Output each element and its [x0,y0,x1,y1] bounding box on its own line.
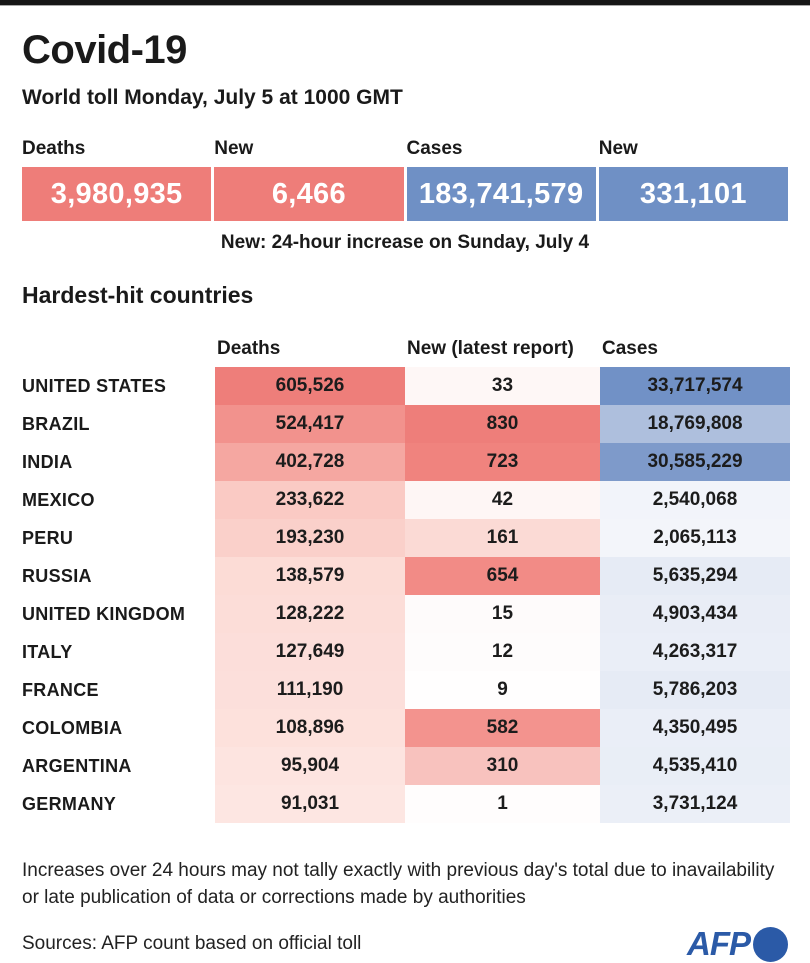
column-header-deaths: Deaths [217,338,281,359]
new-cell: 830 [405,405,600,443]
afp-globe-icon [753,926,788,962]
column-header-cases: Cases [602,338,658,359]
deaths-cell: 95,904 [215,747,405,785]
table-row: MEXICO 233,622 42 2,540,068 [22,481,790,519]
country-label: ITALY [22,641,73,662]
new-cell: 161 [405,519,600,557]
summary-label-deaths: Deaths [22,138,86,159]
country-label: RUSSIA [22,565,92,586]
country-label: ARGENTINA [22,755,132,776]
cases-cell: 4,903,434 [600,595,790,633]
cases-cell: 4,263,317 [600,633,790,671]
cases-cell: 18,769,808 [600,405,790,443]
summary-label-new-cases: New [598,138,638,159]
table-row: FRANCE 111,190 9 5,786,203 [22,671,790,709]
cases-cell: 2,065,113 [600,519,790,557]
deaths-cell: 524,417 [215,405,405,443]
column-header-spacer [22,338,215,360]
table-row: RUSSIA 138,579 654 5,635,294 [22,557,790,595]
country-label: UNITED STATES [22,375,167,396]
table-header-row: Deaths New (latest report) Cases [22,338,788,360]
table-row: ITALY 127,649 12 4,263,317 [22,633,790,671]
country-label: PERU [22,527,74,548]
page-title: Covid-19 [22,28,187,72]
deaths-cell: 193,230 [215,519,405,557]
afp-logo-text: AFP [687,925,751,962]
cases-cell: 5,786,203 [600,671,790,709]
sources-row: Sources: AFP count based on official tol… [22,925,788,963]
infographic: Covid-19 World toll Monday, July 5 at 10… [0,28,810,963]
table-row: INDIA 402,728 723 30,585,229 [22,443,790,481]
summary-note: New: 24-hour increase on Sunday, July 4 [220,232,590,253]
country-label: COLOMBIA [22,717,123,738]
footnote-line-1: Increases over 24 hours may not tally ex… [22,860,775,881]
deaths-cell: 233,622 [215,481,405,519]
country-label: GERMANY [22,793,117,814]
summary-value-cases: 183,741,579 [406,167,596,221]
section-title: Hardest-hit countries [22,282,254,308]
summary-label-cases: Cases [406,138,463,159]
new-cell: 654 [405,557,600,595]
cases-cell: 33,717,574 [600,367,790,405]
summary-value-new-deaths: 6,466 [214,167,404,221]
country-label: FRANCE [22,679,99,700]
new-cell: 42 [405,481,600,519]
country-label: BRAZIL [22,413,90,434]
new-cell: 12 [405,633,600,671]
deaths-cell: 128,222 [215,595,405,633]
sources-text: Sources: AFP count based on official tol… [22,933,362,954]
new-cell: 310 [405,747,600,785]
table-row: COLOMBIA 108,896 582 4,350,495 [22,709,790,747]
table-row: UNITED STATES 605,526 33 33,717,574 [22,367,790,405]
table-row: UNITED KINGDOM 128,222 15 4,903,434 [22,595,790,633]
country-label: INDIA [22,451,73,472]
deaths-cell: 108,896 [215,709,405,747]
footnote: Increases over 24 hours may not tally ex… [22,857,788,911]
cases-cell: 30,585,229 [600,443,790,481]
table-row: BRAZIL 524,417 830 18,769,808 [22,405,790,443]
cases-cell: 4,535,410 [600,747,790,785]
summary-label-new-deaths: New [214,138,254,159]
afp-logo: AFP [687,925,788,963]
new-cell: 582 [405,709,600,747]
footnote-line-2: or late publication of data or correctio… [22,887,526,908]
country-label: UNITED KINGDOM [22,603,186,624]
deaths-cell: 111,190 [215,671,405,709]
cases-cell: 4,350,495 [600,709,790,747]
summary-boxes: 3,980,935 6,466 183,741,579 331,101 [22,167,788,221]
table-row: GERMANY 91,031 1 3,731,124 [22,785,790,823]
summary-labels: Deaths New Cases New [22,138,788,160]
deaths-cell: 138,579 [215,557,405,595]
new-cell: 33 [405,367,600,405]
table-row: PERU 193,230 161 2,065,113 [22,519,790,557]
column-header-new: New (latest report) [407,338,574,359]
cases-cell: 2,540,068 [600,481,790,519]
new-cell: 1 [405,785,600,823]
deaths-cell: 402,728 [215,443,405,481]
summary-value-deaths: 3,980,935 [22,167,212,221]
summary-value-new-cases: 331,101 [598,167,788,221]
country-label: MEXICO [22,489,95,510]
cases-cell: 5,635,294 [600,557,790,595]
deaths-cell: 91,031 [215,785,405,823]
table-body: UNITED STATES 605,526 33 33,717,574 BRAZ… [22,367,790,823]
page-subtitle: World toll Monday, July 5 at 1000 GMT [22,86,403,109]
deaths-cell: 605,526 [215,367,405,405]
new-cell: 15 [405,595,600,633]
new-cell: 723 [405,443,600,481]
deaths-cell: 127,649 [215,633,405,671]
top-black-bar [0,0,810,6]
table-row: ARGENTINA 95,904 310 4,535,410 [22,747,790,785]
cases-cell: 3,731,124 [600,785,790,823]
new-cell: 9 [405,671,600,709]
